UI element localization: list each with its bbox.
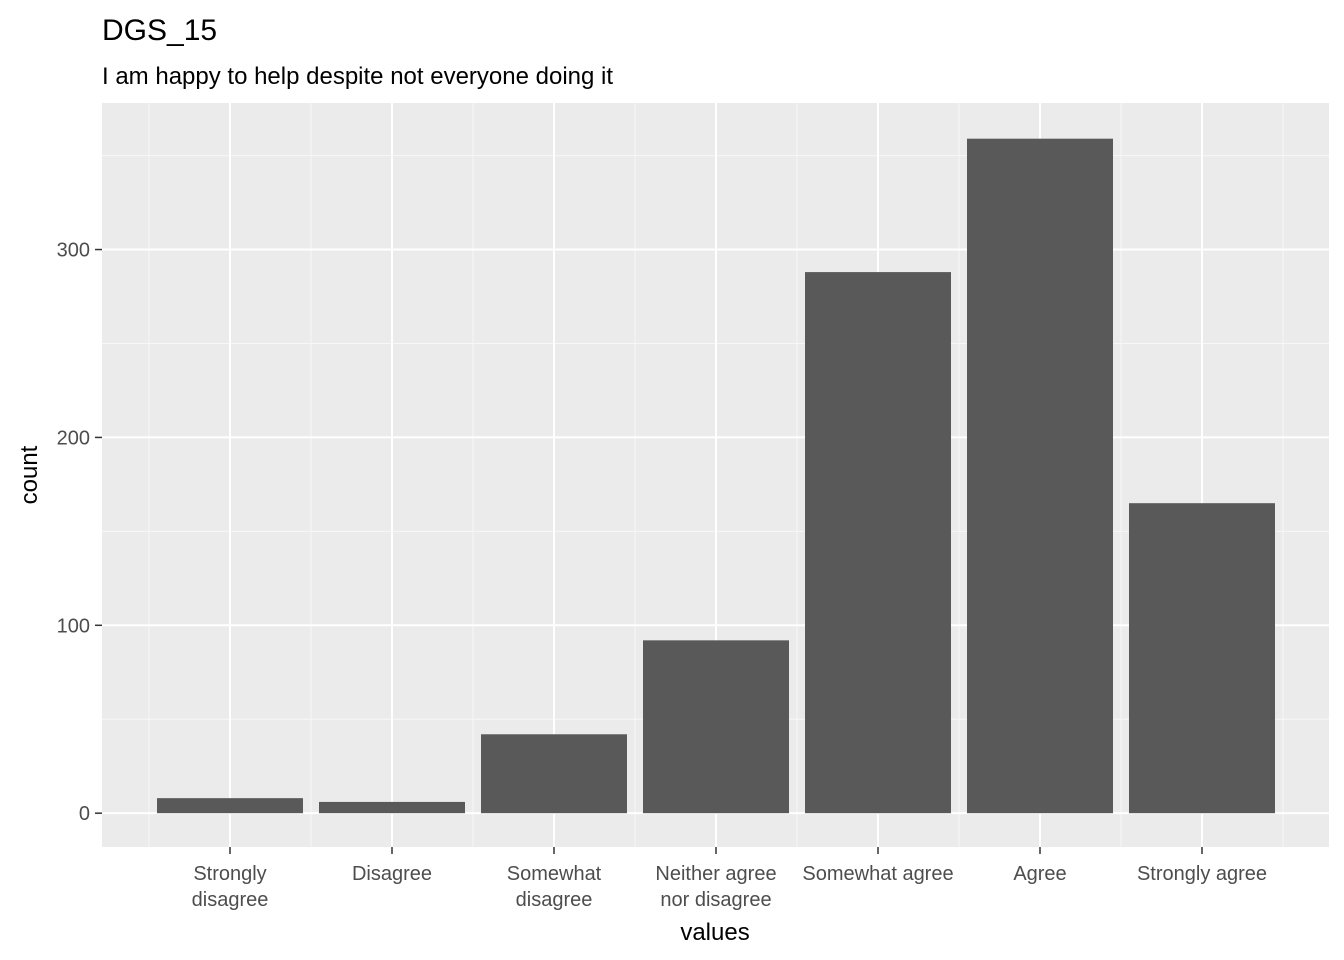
- y-axis: 0 100 200 300: [57, 240, 102, 825]
- y-tick-label: 100: [57, 615, 90, 637]
- y-tick-label: 0: [79, 803, 90, 825]
- y-tick-label: 300: [57, 240, 90, 262]
- x-tick-label: Disagree: [352, 863, 432, 885]
- chart-subtitle: I am happy to help despite not everyone …: [102, 63, 613, 90]
- x-tick-label: Agree: [1013, 863, 1066, 885]
- bar: [481, 734, 627, 814]
- bars: [157, 138, 1275, 814]
- bar: [319, 801, 465, 814]
- bar: [805, 272, 951, 814]
- bar: [1129, 503, 1275, 814]
- x-tick-label: Somewhat disagree: [507, 863, 602, 911]
- x-tick-label: Strongly agree: [1137, 863, 1267, 885]
- bar: [967, 138, 1113, 814]
- x-axis-title: values: [680, 919, 749, 946]
- bar: [643, 640, 789, 814]
- y-axis-title: count: [16, 445, 43, 504]
- x-tick-label: Neither agree nor disagree: [655, 863, 776, 911]
- bar: [157, 798, 303, 814]
- x-tick-label: Strongly disagree: [192, 863, 269, 911]
- x-axis: Strongly disagree Disagree Somewhat disagree…: [192, 847, 1267, 911]
- chart-title: DGS_15: [102, 14, 217, 47]
- y-tick-label: 200: [57, 427, 90, 449]
- x-tick-label: Somewhat agree: [802, 863, 953, 885]
